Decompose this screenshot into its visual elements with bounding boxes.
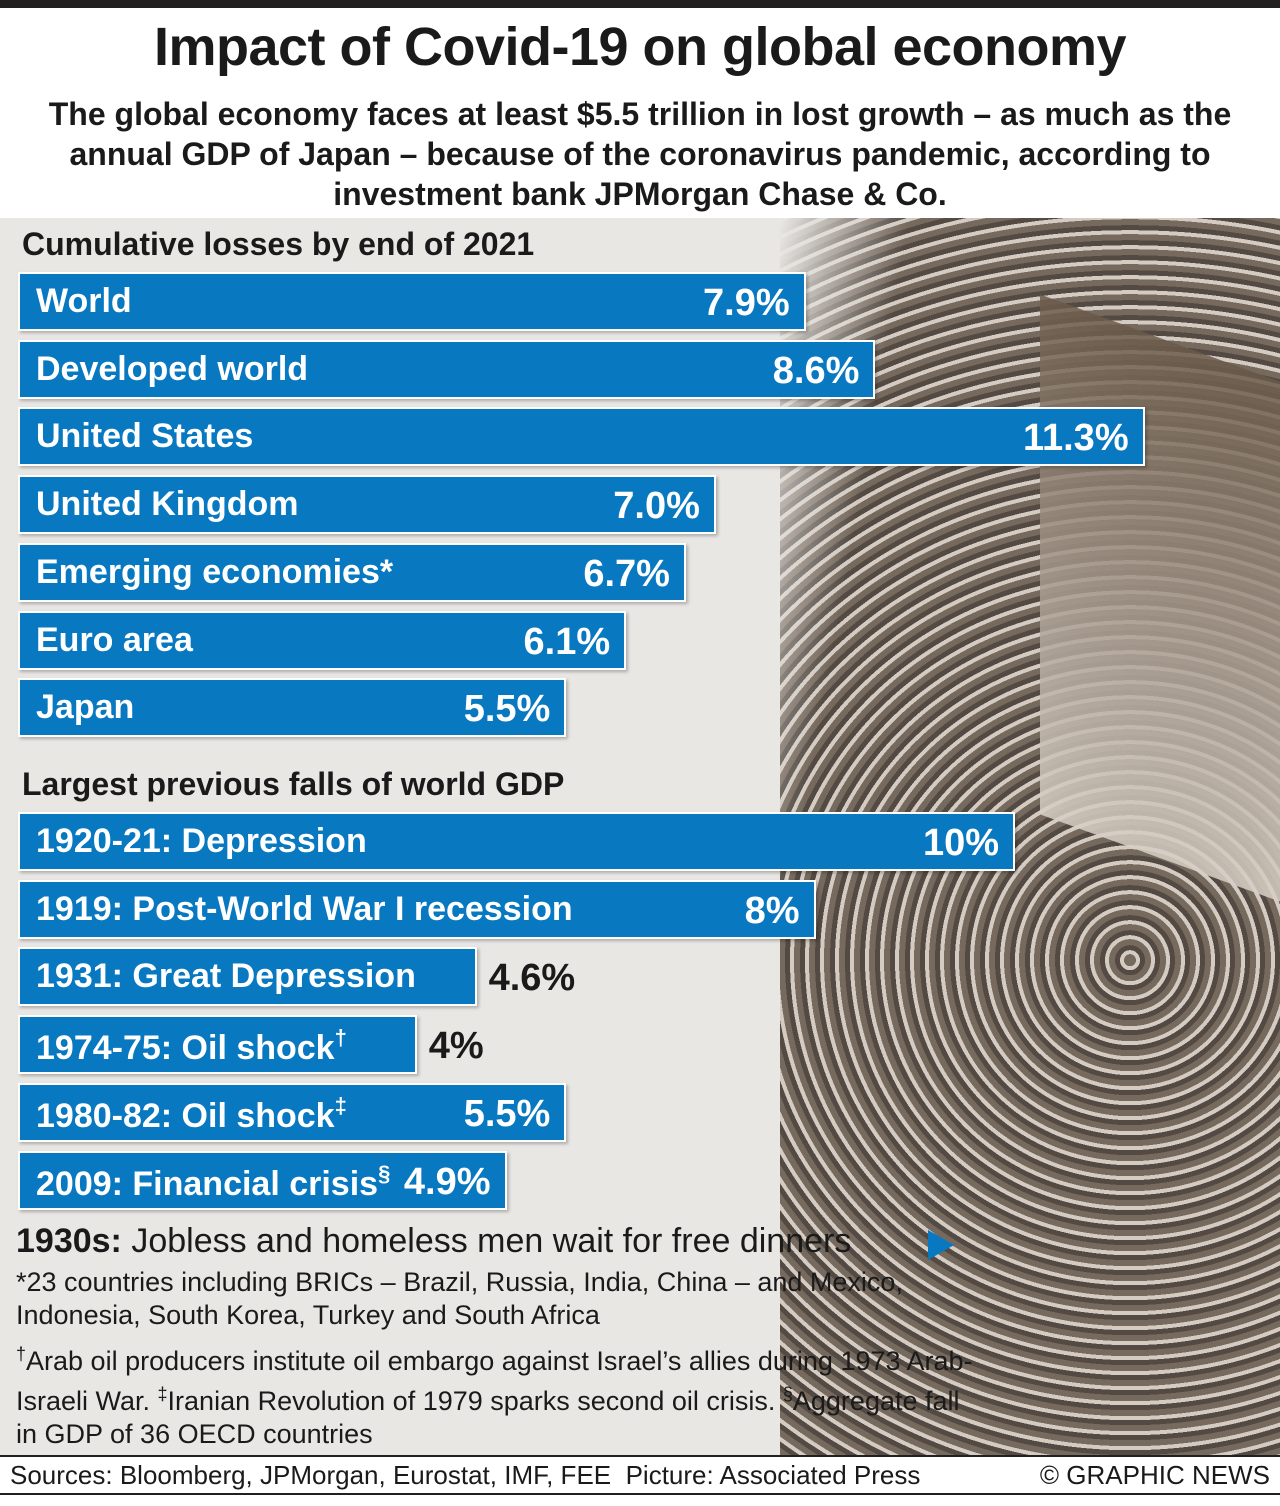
bar-value: 6.1% bbox=[523, 620, 611, 663]
chart1-title: Cumulative losses by end of 2021 bbox=[22, 226, 535, 262]
bar-label: 1920-21: Depression bbox=[36, 822, 367, 860]
bar-label: Developed world bbox=[36, 349, 309, 388]
bar-0-1: Developed world 8.6% bbox=[18, 339, 876, 399]
bar-1-4: 1980-82: Oil shock‡ 5.5% bbox=[18, 1082, 567, 1142]
bar-label: United Kingdom bbox=[36, 485, 299, 524]
footnote-2009: Aggregate fall in GDP of 36 OECD countri… bbox=[16, 1386, 960, 1449]
footnote-mark: ‡ bbox=[334, 1092, 347, 1118]
footnote-oil: †Arab oil producers institute oil embarg… bbox=[16, 1338, 976, 1451]
photo-wall bbox=[1040, 294, 1280, 902]
footnote-mark: † bbox=[334, 1025, 347, 1051]
bar-1-5: 2009: Financial crisis§ 4.9% bbox=[18, 1150, 507, 1210]
bar-value: 4.6% bbox=[488, 957, 576, 1000]
bar-label: 1974-75: Oil shock† bbox=[36, 1025, 347, 1068]
footnote-1980: Iranian Revolution of 1979 sparks second… bbox=[167, 1386, 783, 1416]
subtitle: The global economy faces at least $5.5 t… bbox=[48, 96, 1232, 212]
caption-text: Jobless and homeless men wait for free d… bbox=[121, 1222, 852, 1260]
bar-0-2: United States 11.3% bbox=[18, 407, 1145, 467]
bar-value: 11.3% bbox=[1022, 417, 1129, 460]
bar-label: Japan bbox=[36, 688, 135, 727]
bar-value: 7.0% bbox=[613, 485, 700, 528]
dagger: † bbox=[16, 1344, 27, 1364]
bar-0-3: United Kingdom 7.0% bbox=[18, 475, 716, 535]
bar-1-1: 1919: Post-World War I recession 8% bbox=[18, 879, 816, 939]
bar-1-3: 1974-75: Oil shock† 4% bbox=[18, 1015, 484, 1075]
bar-label: 1980-82: Oil shock‡ bbox=[36, 1092, 347, 1135]
bar-label: 2009: Financial crisis§ bbox=[36, 1160, 391, 1203]
bar-1-2: 1931: Great Depression 4.6% bbox=[18, 947, 575, 1007]
photo-caption: 1930s: Jobless and homeless men wait for… bbox=[16, 1222, 851, 1261]
bar-label: Euro area bbox=[36, 620, 193, 659]
bar-value: 5.5% bbox=[463, 1092, 551, 1135]
section-mark: § bbox=[782, 1384, 793, 1404]
footnote-emerging: *23 countries including BRICs – Brazil, … bbox=[16, 1267, 903, 1330]
bar-0-4: Emerging economies* 6.7% bbox=[18, 542, 686, 602]
credit: © GRAPHIC NEWS bbox=[1039, 1460, 1270, 1490]
chart-panel: Cumulative losses by end of 2021 Largest… bbox=[0, 218, 1280, 1455]
bar-value: 10% bbox=[922, 822, 999, 864]
bar-label: 1931: Great Depression bbox=[36, 957, 416, 996]
play-icon bbox=[928, 1230, 954, 1260]
bar-label: 1919: Post-World War I recession bbox=[36, 889, 573, 928]
bar-label: World bbox=[36, 282, 132, 320]
bar-1-0: 1920-21: Depression 10% bbox=[18, 812, 1015, 871]
bar-0-6: Japan 5.5% bbox=[18, 678, 567, 738]
page-title: Impact of Covid-19 on global economy bbox=[153, 17, 1127, 77]
sources: Sources: Bloomberg, JPMorgan, Eurostat, … bbox=[10, 1460, 921, 1490]
caption-era: 1930s: bbox=[16, 1222, 122, 1260]
footnote-1974: Arab oil producers institute oil embargo… bbox=[16, 1346, 973, 1416]
bar-0-5: Euro area 6.1% bbox=[18, 610, 627, 670]
chart2-title: Largest previous falls of world GDP bbox=[22, 766, 565, 802]
bar-0-0: World 7.9% bbox=[18, 272, 806, 331]
bar-value: 6.7% bbox=[583, 552, 670, 595]
bar-label: Emerging economies* bbox=[36, 552, 394, 591]
footnote-mark: § bbox=[378, 1160, 391, 1186]
bar-value: 8.6% bbox=[772, 349, 860, 392]
bar-value: 4% bbox=[428, 1025, 484, 1068]
bar-value: 4.9% bbox=[403, 1160, 491, 1203]
top-rule bbox=[0, 0, 1280, 8]
bar-value: 5.5% bbox=[463, 688, 551, 731]
footer: Sources: Bloomberg, JPMorgan, Eurostat, … bbox=[0, 1455, 1280, 1495]
double-dagger: ‡ bbox=[157, 1384, 168, 1404]
bar-value: 8% bbox=[744, 889, 800, 932]
bar-value: 7.9% bbox=[703, 282, 790, 324]
bar-label: United States bbox=[36, 417, 254, 456]
